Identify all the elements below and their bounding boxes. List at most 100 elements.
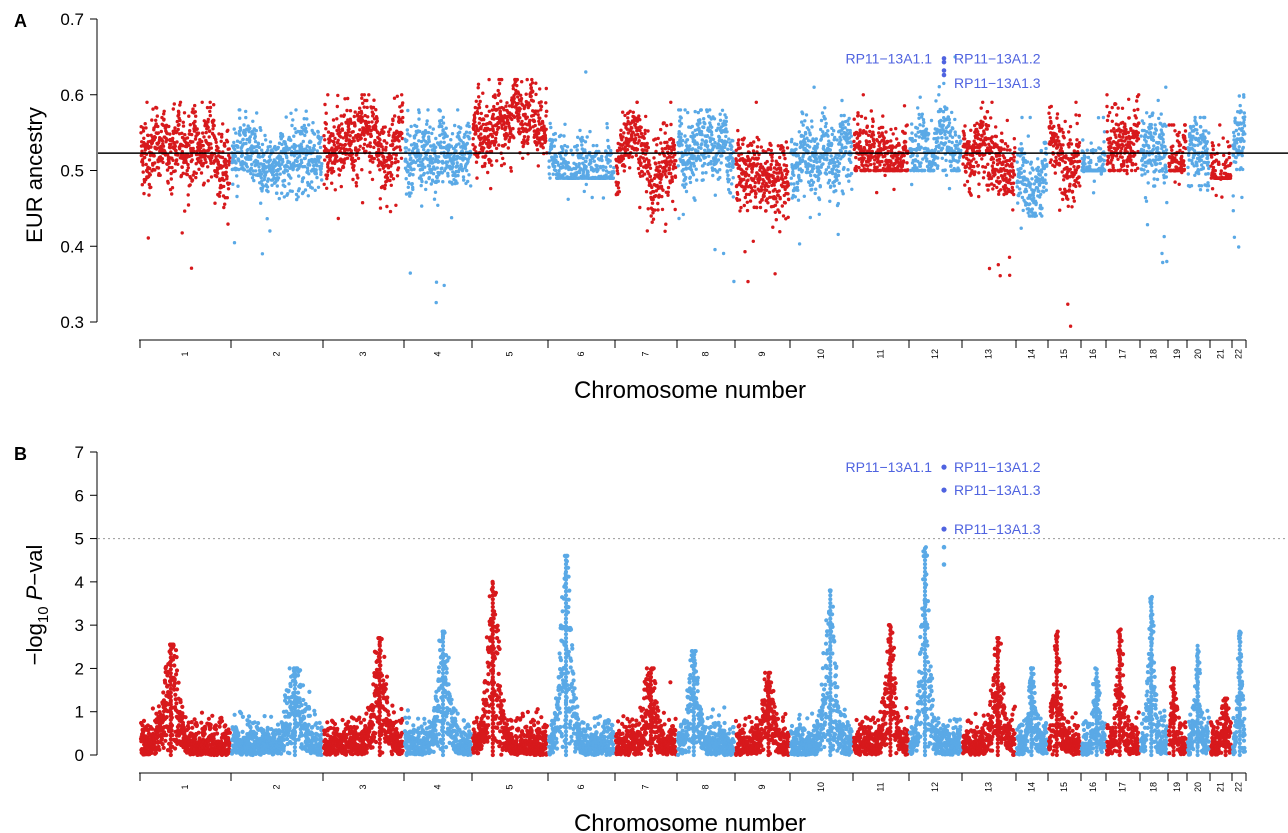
point bbox=[742, 136, 746, 140]
point bbox=[347, 127, 351, 131]
point bbox=[644, 114, 648, 119]
point bbox=[319, 167, 323, 171]
point bbox=[525, 77, 529, 82]
point bbox=[178, 100, 183, 105]
point bbox=[927, 132, 931, 136]
outlier-point bbox=[601, 196, 606, 200]
point bbox=[315, 149, 319, 153]
point bbox=[266, 148, 270, 152]
point bbox=[659, 127, 663, 132]
point bbox=[464, 130, 469, 134]
point bbox=[684, 189, 689, 194]
point bbox=[940, 146, 945, 150]
point bbox=[173, 144, 177, 148]
point bbox=[147, 182, 151, 187]
point bbox=[653, 208, 657, 212]
point bbox=[146, 133, 150, 138]
outlier-point bbox=[499, 163, 504, 168]
point bbox=[266, 189, 270, 194]
point bbox=[540, 142, 544, 146]
point bbox=[222, 205, 226, 210]
point bbox=[208, 113, 212, 118]
point bbox=[936, 164, 940, 168]
point bbox=[943, 168, 947, 172]
point bbox=[916, 106, 920, 110]
point bbox=[683, 134, 687, 138]
point bbox=[353, 158, 357, 163]
point bbox=[408, 153, 412, 157]
outlier-point bbox=[408, 271, 412, 275]
point bbox=[825, 153, 829, 157]
point bbox=[423, 165, 427, 169]
point bbox=[173, 126, 177, 130]
point bbox=[248, 138, 252, 142]
point bbox=[350, 121, 354, 126]
point bbox=[787, 197, 791, 202]
outlier-point bbox=[836, 232, 840, 237]
point bbox=[656, 201, 660, 206]
point bbox=[245, 165, 249, 169]
point bbox=[769, 148, 773, 153]
point bbox=[910, 131, 914, 135]
point bbox=[703, 122, 707, 126]
point bbox=[425, 122, 429, 126]
point bbox=[664, 175, 669, 179]
point bbox=[193, 137, 198, 141]
point bbox=[235, 174, 239, 178]
point bbox=[665, 123, 669, 128]
point bbox=[190, 178, 195, 182]
point bbox=[844, 145, 848, 150]
point bbox=[676, 164, 680, 168]
point bbox=[681, 212, 685, 217]
point bbox=[792, 182, 796, 186]
point bbox=[765, 188, 769, 192]
point bbox=[681, 138, 685, 143]
point bbox=[156, 166, 161, 170]
point bbox=[702, 161, 707, 166]
point bbox=[977, 171, 981, 175]
point bbox=[962, 154, 966, 159]
point bbox=[256, 161, 260, 165]
point bbox=[259, 172, 264, 176]
point bbox=[622, 131, 626, 135]
point bbox=[633, 141, 637, 145]
point bbox=[387, 133, 391, 137]
point bbox=[781, 177, 785, 182]
point bbox=[259, 201, 263, 205]
outlier-point bbox=[566, 197, 570, 201]
point bbox=[204, 154, 208, 158]
point bbox=[854, 168, 859, 173]
point bbox=[672, 143, 677, 147]
point bbox=[351, 130, 355, 134]
point bbox=[737, 164, 741, 168]
outlier-point bbox=[746, 279, 750, 284]
point bbox=[872, 141, 876, 146]
point bbox=[397, 120, 401, 125]
outlier-point bbox=[878, 163, 882, 167]
point bbox=[937, 145, 941, 150]
point bbox=[684, 182, 688, 186]
point bbox=[345, 156, 350, 160]
point bbox=[159, 144, 163, 148]
point bbox=[305, 144, 309, 148]
point bbox=[526, 141, 530, 146]
point bbox=[236, 144, 240, 149]
point bbox=[781, 145, 785, 150]
point bbox=[209, 161, 213, 165]
point bbox=[830, 142, 834, 146]
point bbox=[786, 169, 790, 174]
point bbox=[694, 167, 698, 171]
point bbox=[267, 155, 272, 159]
point bbox=[544, 139, 548, 143]
point bbox=[422, 171, 426, 176]
point bbox=[456, 108, 460, 112]
point bbox=[967, 140, 971, 144]
point bbox=[654, 162, 658, 166]
point bbox=[648, 166, 653, 170]
point bbox=[367, 125, 371, 129]
point bbox=[628, 109, 632, 114]
point bbox=[607, 146, 611, 150]
point bbox=[862, 156, 866, 160]
point bbox=[253, 139, 258, 144]
point bbox=[535, 148, 540, 152]
